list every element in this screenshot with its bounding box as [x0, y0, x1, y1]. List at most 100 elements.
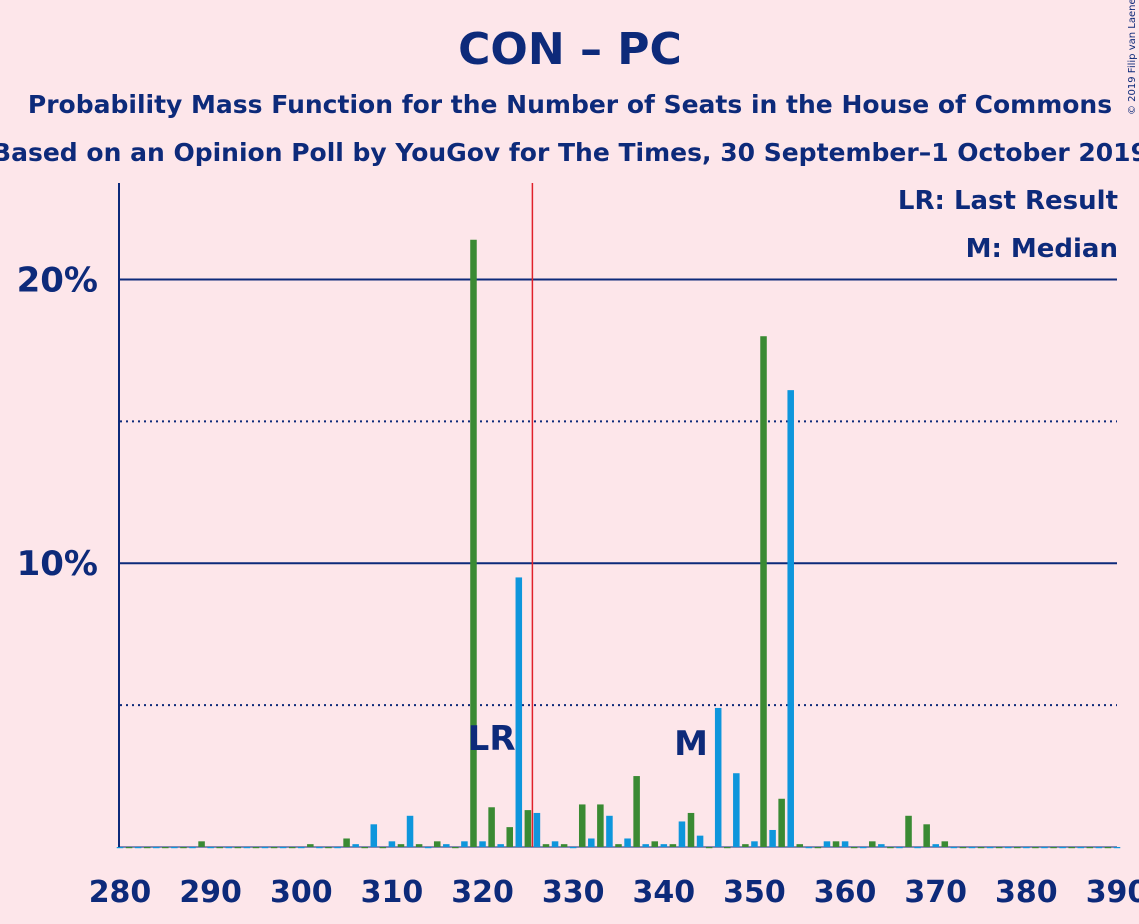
bar	[633, 776, 640, 847]
bar	[615, 844, 622, 847]
bar	[760, 336, 767, 847]
bar	[669, 844, 677, 847]
x-tick-label: 330	[542, 875, 605, 910]
bar	[488, 807, 495, 847]
bar	[959, 847, 967, 849]
bar	[1095, 847, 1103, 849]
bar	[515, 577, 523, 847]
bar	[986, 847, 994, 849]
x-tick-label: 310	[361, 875, 424, 910]
legend-entry: M: Median	[966, 234, 1118, 264]
bar	[678, 821, 686, 847]
bar	[433, 841, 441, 847]
bar	[796, 844, 804, 847]
bar	[533, 812, 541, 847]
chart-title: CON – PC	[458, 24, 682, 75]
bar	[524, 810, 532, 847]
bar	[751, 841, 758, 847]
bar	[352, 844, 359, 847]
bar	[1086, 847, 1094, 849]
y-tick-label: 10%	[17, 544, 98, 584]
bar	[189, 847, 196, 849]
bar	[252, 847, 260, 849]
bar	[225, 847, 233, 849]
x-tick-label: 280	[89, 875, 152, 910]
bar	[180, 847, 187, 849]
bar	[1104, 847, 1112, 849]
bar	[714, 707, 722, 847]
y-tick-label: 20%	[17, 260, 98, 300]
bar	[497, 844, 504, 847]
bar	[1023, 847, 1030, 849]
bar	[243, 847, 251, 849]
annotation: M	[674, 724, 708, 764]
bar	[288, 847, 296, 849]
bar	[778, 798, 785, 847]
bar	[624, 838, 631, 847]
bar	[298, 847, 305, 849]
bar	[597, 804, 604, 847]
bar	[914, 847, 921, 849]
bar	[307, 844, 314, 847]
subtitle: Probability Mass Function for the Number…	[28, 90, 1112, 119]
bar	[316, 847, 323, 849]
bar	[1032, 847, 1039, 849]
bar	[551, 841, 559, 847]
bar	[1041, 847, 1048, 849]
bar	[950, 847, 958, 849]
bar	[814, 847, 822, 849]
bar	[162, 847, 169, 849]
bar	[606, 815, 613, 847]
bar	[470, 239, 477, 847]
bar	[805, 847, 813, 849]
bar	[452, 847, 459, 849]
bar	[370, 824, 378, 847]
bar	[125, 847, 133, 849]
bar	[379, 847, 387, 849]
bar	[279, 847, 287, 849]
bar	[506, 827, 513, 847]
bar	[859, 847, 867, 849]
bar	[578, 804, 586, 847]
bar	[397, 844, 405, 847]
bar	[841, 841, 849, 847]
bar	[270, 847, 278, 849]
x-tick-label: 290	[179, 875, 242, 910]
bar	[234, 847, 242, 849]
bar	[823, 841, 831, 847]
bar	[388, 841, 396, 847]
bar	[560, 844, 568, 847]
bar	[216, 847, 223, 849]
bar	[850, 847, 858, 849]
bar	[361, 847, 368, 849]
bar	[977, 847, 985, 849]
bar	[1050, 847, 1057, 849]
credit: © 2019 Filip van Laenen	[1127, 0, 1138, 115]
bar	[406, 815, 414, 847]
bar	[705, 847, 713, 849]
bar	[198, 841, 205, 847]
bar	[660, 844, 668, 847]
x-tick-label: 360	[814, 875, 877, 910]
bar	[334, 847, 341, 849]
bar	[724, 847, 731, 849]
bar	[1014, 847, 1021, 849]
x-tick-label: 390	[1086, 875, 1139, 910]
bar	[1068, 847, 1075, 849]
bar	[878, 844, 885, 847]
bar	[995, 847, 1003, 849]
bar	[769, 829, 776, 847]
x-tick-label: 350	[723, 875, 786, 910]
bar	[941, 841, 949, 847]
bar	[171, 847, 178, 849]
x-tick-label: 320	[451, 875, 514, 910]
bar	[742, 844, 749, 847]
bar	[542, 844, 550, 847]
bar	[569, 847, 577, 849]
bar	[687, 812, 695, 847]
bar	[588, 838, 595, 847]
legend-entry: LR: Last Result	[898, 186, 1118, 216]
subtitle: Based on an Opinion Poll by YouGov for T…	[0, 138, 1139, 167]
bar	[1004, 847, 1012, 849]
bar	[696, 835, 704, 847]
